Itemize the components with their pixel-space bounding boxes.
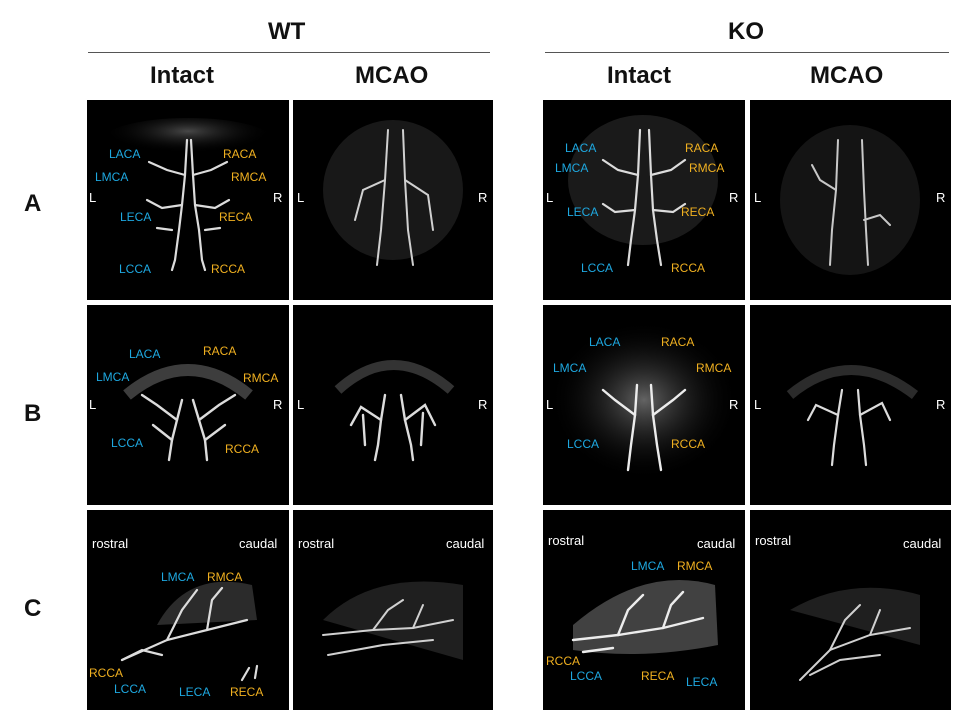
orient-caudal: caudal [697,536,736,551]
label-rcca: RCCA [89,666,124,680]
row-label-a: A [24,190,42,217]
label-rmca: RMCA [243,371,279,385]
orient-rostral: rostral [298,536,335,551]
orient-right: R [478,190,488,205]
label-rcca: RCCA [671,437,706,451]
label-rcca: RCCA [211,262,246,276]
vessel-image [549,320,739,480]
orient-rostral: rostral [548,533,585,548]
label-rmca: RMCA [689,161,725,175]
label-rcca: RCCA [546,654,581,668]
vessel-image [790,587,920,681]
panel-wt-intact-b: LACA LMCA LCCA RACA RMCA RCCA L R [87,305,289,505]
panel-ko-mcao-a: L R [750,100,951,300]
orient-right: R [478,397,488,412]
label-leca: LECA [567,205,599,219]
vessel-image [571,580,718,654]
label-raca: RACA [223,147,257,161]
orient-right: R [273,190,283,205]
label-raca: RACA [203,344,237,358]
orient-left: L [546,190,554,205]
label-lmca: LMCA [161,570,195,584]
group-title-wt: WT [268,18,306,45]
vessel-image [568,115,718,267]
label-laca: LACA [589,335,621,349]
vessel-image [103,118,273,272]
column-title-ko-intact: Intact [607,62,672,89]
panel-ko-mcao-c: rostral caudal [750,510,951,710]
column-title-wt-intact: Intact [150,62,215,89]
label-reca: RECA [681,205,715,219]
panel-wt-mcao-a: L R [293,100,493,300]
panel-wt-mcao-c: rostral caudal [293,510,493,710]
column-title-wt-mcao: MCAO [355,62,429,89]
orient-right: R [936,190,946,205]
panel-wt-intact-c: rostral caudal LMCA RMCA RCCA LCCA LECA … [87,510,289,710]
label-leca: LECA [686,675,718,689]
orient-caudal: caudal [446,536,485,551]
panel-ko-intact-a: LACA LMCA LECA LCCA RACA RMCA RECA RCCA … [543,100,745,300]
label-lcca: LCCA [570,669,603,683]
orient-right: R [936,397,946,412]
label-raca: RACA [685,141,719,155]
label-lcca: LCCA [119,262,152,276]
label-lcca: LCCA [581,261,614,275]
vessel-image [780,125,920,275]
label-lmca: LMCA [95,170,129,184]
orient-left: L [546,397,554,412]
row-label-b: B [24,400,42,427]
label-lmca: LMCA [553,361,587,375]
orient-left: L [754,190,762,205]
column-title-ko-mcao: MCAO [810,62,884,89]
panel-ko-intact-b: LACA LMCA LCCA RACA RMCA RCCA L R [543,305,745,505]
group-divider-wt [88,52,490,53]
label-rmca: RMCA [231,170,267,184]
label-laca: LACA [129,347,161,361]
label-laca: LACA [565,141,597,155]
label-raca: RACA [661,335,695,349]
label-reca: RECA [641,669,675,683]
panel-ko-intact-c: rostral caudal LMCA RMCA RCCA LCCA RECA … [543,510,745,710]
vessel-image [123,364,253,462]
label-lmca: LMCA [96,370,130,384]
group-title-ko: KO [728,18,764,45]
label-rmca: RMCA [696,361,732,375]
label-rmca: RMCA [207,570,243,584]
label-reca: RECA [219,210,253,224]
label-laca: LACA [109,147,141,161]
label-rcca: RCCA [671,261,706,275]
vessel-image [323,120,463,266]
orient-right: R [729,190,739,205]
label-lcca: LCCA [567,437,600,451]
label-reca: RECA [230,685,264,699]
group-divider-ko [545,52,949,53]
panel-wt-mcao-b: L R [293,305,493,505]
label-leca: LECA [120,210,152,224]
label-lmca: LMCA [631,559,665,573]
orient-left: L [754,397,762,412]
orient-left: L [297,190,305,205]
panel-ko-mcao-b: L R [750,305,951,505]
row-label-c: C [24,595,42,622]
orient-rostral: rostral [755,533,792,548]
label-lcca: LCCA [111,436,144,450]
orient-rostral: rostral [92,536,129,551]
panel-wt-intact-a: LACA LMCA LECA LCCA RACA RMCA RECA RCCA … [87,100,289,300]
orient-right: R [729,397,739,412]
label-lcca: LCCA [114,682,147,696]
vessel-image [334,360,455,462]
orient-right: R [273,397,283,412]
orient-left: L [297,397,305,412]
vessel-image [786,365,919,467]
label-lmca: LMCA [555,161,589,175]
vessel-image [322,581,463,660]
vessel-image [120,581,259,682]
label-rcca: RCCA [225,442,260,456]
label-rmca: RMCA [677,559,713,573]
label-leca: LECA [179,685,211,699]
orient-left: L [89,190,97,205]
orient-caudal: caudal [239,536,278,551]
orient-left: L [89,397,97,412]
orient-caudal: caudal [903,536,942,551]
